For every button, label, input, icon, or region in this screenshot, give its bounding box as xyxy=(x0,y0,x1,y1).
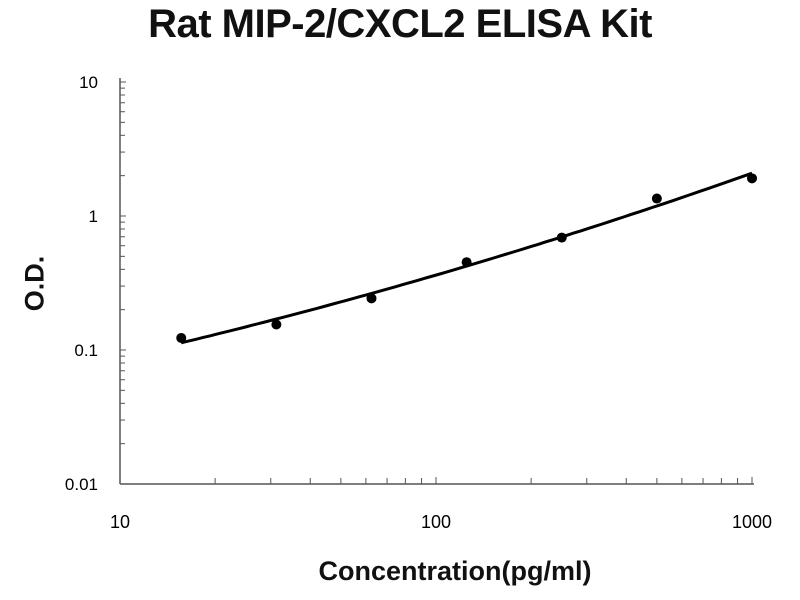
y-tick-label: 0.01 xyxy=(65,475,98,494)
x-tick-label: 1000 xyxy=(732,512,772,532)
chart-title: Rat MIP-2/CXCL2 ELISA Kit xyxy=(148,2,652,46)
x-tick-label: 10 xyxy=(110,512,130,532)
data-point xyxy=(176,332,187,343)
y-tick-label: 1 xyxy=(89,207,98,226)
x-axis-label: Concentration(pg/ml) xyxy=(318,556,592,586)
y-tick-label: 10 xyxy=(79,73,98,92)
x-tick-label: 100 xyxy=(421,512,451,532)
data-point xyxy=(271,319,282,330)
data-point xyxy=(366,293,377,304)
data-point xyxy=(651,193,662,204)
data-point xyxy=(747,173,757,184)
y-tick-label: 0.1 xyxy=(74,341,98,360)
data-point xyxy=(556,232,567,243)
data-point xyxy=(461,257,472,268)
